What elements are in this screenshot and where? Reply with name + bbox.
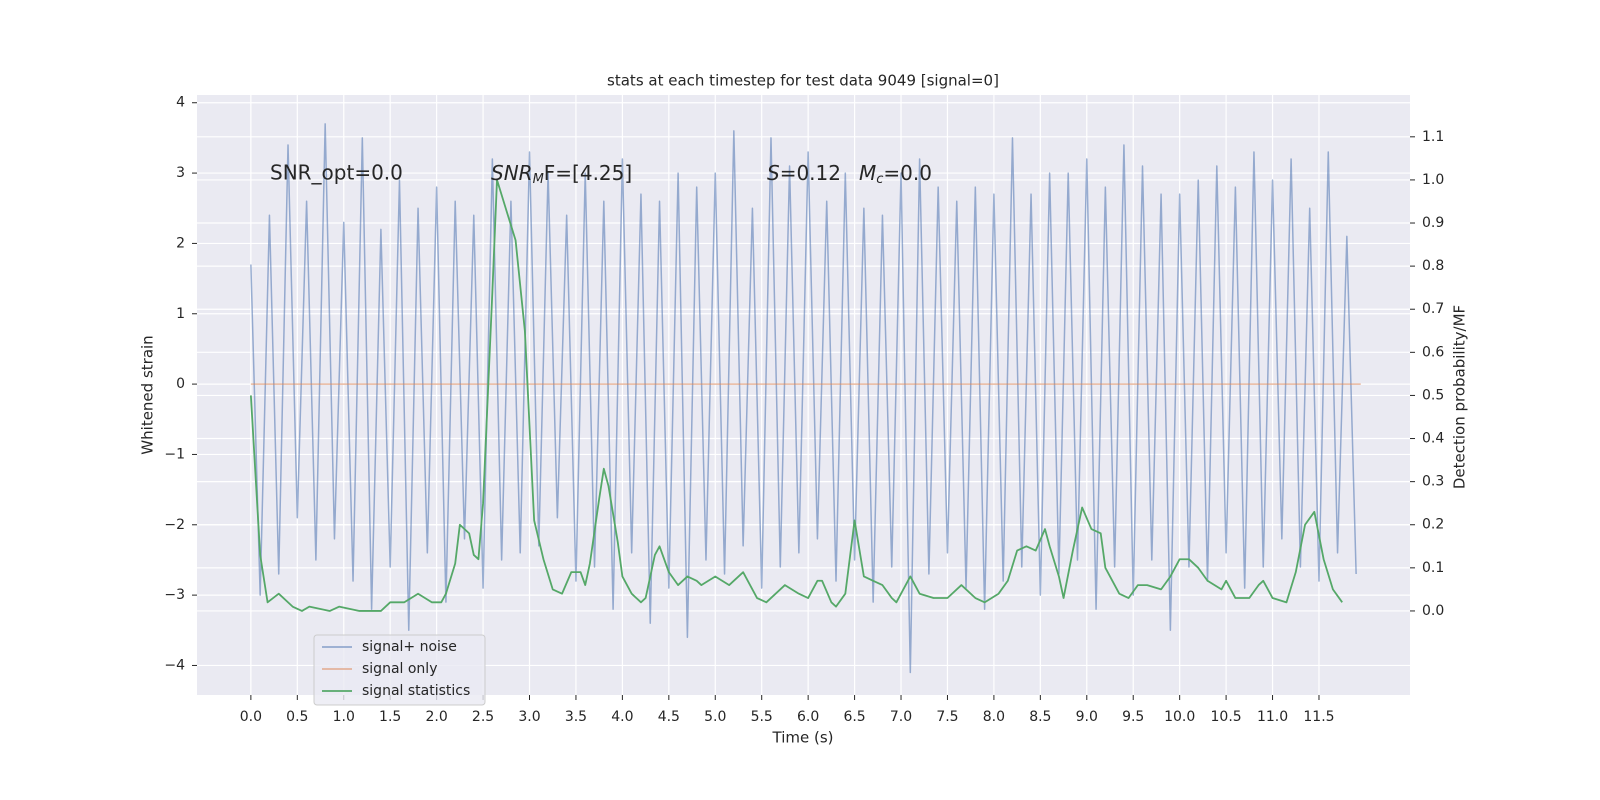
x-tick-label: 3.5: [565, 709, 587, 725]
y2-tick-label: 1.0: [1422, 172, 1444, 188]
x-tick-label: 9.0: [1076, 709, 1098, 725]
y-tick-label: −2: [164, 517, 185, 533]
y-tick-label: 3: [176, 165, 185, 181]
annotation-part: =0.0: [883, 161, 932, 185]
annotation-part: SNR: [491, 161, 533, 185]
x-tick-label: 3.0: [518, 709, 540, 725]
y-tick-label: −3: [164, 587, 185, 603]
legend-label: signal statistics: [362, 683, 470, 699]
annotation-part: S: [767, 161, 780, 185]
y2-tick-label: 0.6: [1422, 344, 1444, 360]
x-tick-label: 8.5: [1029, 709, 1051, 725]
x-tick-label: 2.5: [472, 709, 494, 725]
x-tick-label: 4.5: [658, 709, 680, 725]
y2-tick-label: 0.7: [1422, 301, 1444, 317]
y-tick-label: 2: [176, 235, 185, 251]
y2-tick-label: 0.8: [1422, 258, 1444, 274]
series-line: [250, 123, 1357, 674]
y-tick-label: −4: [164, 657, 185, 673]
x-tick-label: 7.0: [890, 709, 912, 725]
y2-tick-label: 0.2: [1422, 517, 1444, 533]
axes: 0.0 0.5 1.0 1.5 2.0 2.5 3.0 3.5 4.0 4.5 5.0 5.5 6.0 6…: [164, 95, 1444, 725]
series-layer: [249, 123, 1361, 674]
x-tick-label: 0.0: [240, 709, 262, 725]
x-tick-label: 4.0: [611, 709, 633, 725]
y2-tick-label: 0.4: [1422, 431, 1444, 447]
x-tick-label: 11.0: [1257, 709, 1288, 725]
y-tick-label: 0: [176, 376, 185, 392]
x-tick-label: 10.5: [1211, 709, 1242, 725]
x-tick-label: 1.5: [379, 709, 401, 725]
chart-title: stats at each timestep for test data 904…: [607, 72, 999, 90]
x-tick-label: 6.5: [843, 709, 865, 725]
y2-tick-label: 0.1: [1422, 560, 1444, 576]
annotation-part: M: [859, 161, 876, 185]
annotation-part: M: [533, 172, 544, 187]
x-tick-label: 5.0: [704, 709, 726, 725]
x-tick-label: 10.0: [1164, 709, 1195, 725]
y-tick-label: 1: [176, 306, 185, 322]
annotation: SNR_opt=0.0: [270, 161, 403, 185]
legend-box: [313, 634, 486, 706]
x-tick-label: 8.0: [983, 709, 1005, 725]
annotation: SNRMF=[4.25]: [491, 161, 632, 187]
annotation-part: F=[4.25]: [544, 161, 632, 185]
legend-label: signal+ noise: [362, 639, 457, 655]
x-tick-label: 7.5: [936, 709, 958, 725]
annotation: S=0.12 Mc=0.0: [767, 161, 932, 187]
y-axis-label: Whitened strain: [139, 335, 157, 454]
x-tick-label: 11.5: [1303, 709, 1334, 725]
series-line: [249, 179, 1343, 612]
y2-tick-label: 0.5: [1422, 387, 1444, 403]
y2-axis-label: Detection probability/MF: [1451, 305, 1469, 489]
x-tick-label: 5.5: [751, 709, 773, 725]
y2-tick-label: 1.1: [1422, 129, 1444, 145]
y-tick-label: 4: [176, 95, 185, 111]
y2-tick-label: 0.3: [1422, 474, 1444, 490]
y-tick-label: −1: [164, 446, 185, 462]
x-tick-label: 1.0: [333, 709, 355, 725]
x-tick-label: 9.5: [1122, 709, 1144, 725]
legend-label: signal only: [362, 661, 437, 677]
legend: signal+ noise signal only signal statistic…: [313, 634, 486, 706]
x-tick-label: 2.0: [425, 709, 447, 725]
y2-tick-label: 0.0: [1422, 603, 1444, 619]
y2-tick-label: 0.9: [1422, 215, 1444, 231]
x-tick-label: 6.0: [797, 709, 819, 725]
annotation-part: =0.12: [780, 161, 841, 185]
annotation-part: c: [876, 172, 883, 187]
x-tick-label: 0.5: [286, 709, 308, 725]
x-axis-label: Time (s): [772, 729, 834, 747]
